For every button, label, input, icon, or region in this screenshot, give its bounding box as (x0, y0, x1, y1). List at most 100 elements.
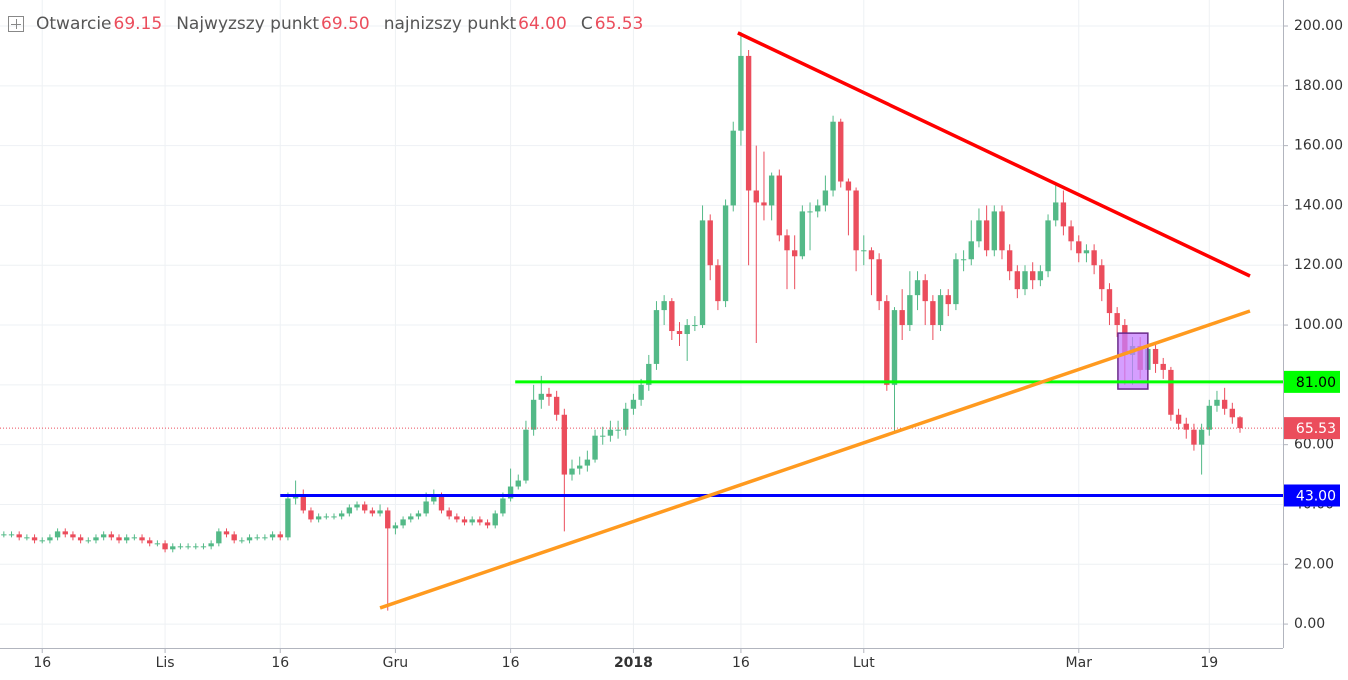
candle-body (1198, 429, 1205, 445)
candle-body (93, 537, 99, 541)
candle-body (461, 519, 468, 523)
trend-line (379, 309, 1251, 610)
legend-icon (8, 16, 24, 32)
candle-body (1091, 250, 1097, 266)
candle-body (177, 546, 184, 548)
candle-body (1175, 414, 1182, 424)
price-label-box (1284, 417, 1340, 440)
candle-body (1053, 202, 1059, 221)
candle-body (584, 459, 591, 466)
candle-body (1191, 429, 1197, 445)
candle-body (484, 522, 491, 526)
candle-body (623, 408, 629, 430)
candle-body (968, 241, 974, 260)
legend-label: C (580, 14, 593, 34)
ohlc-legend: Otwarcie 69.15 Najwyzszy punkt 69.50 naj… (8, 14, 657, 34)
candle-body (1006, 250, 1013, 272)
x-tick-label: 16 (502, 655, 520, 671)
legend-label: Otwarcie (36, 14, 112, 34)
candle-body (1152, 348, 1159, 364)
candle-body (362, 504, 368, 511)
candle-body (1022, 271, 1028, 290)
candle-body (791, 250, 798, 257)
candle-body (477, 519, 483, 523)
candle-body (845, 181, 852, 191)
candle-body (1, 534, 7, 536)
candle-body (331, 516, 337, 518)
candle-body (8, 534, 15, 536)
x-tick-label: Gru (383, 655, 408, 671)
x-tick-label: 2018 (614, 655, 653, 671)
candle-body (454, 516, 460, 520)
candle-body (147, 540, 153, 544)
candle-body (784, 235, 790, 251)
y-tick-label: 20.00 (1294, 556, 1334, 572)
candle-body (31, 537, 38, 541)
candle-body (77, 537, 84, 541)
candle-body (62, 531, 68, 535)
candle-body (914, 280, 921, 296)
candle-body (937, 295, 944, 326)
candle-body (761, 202, 767, 206)
candle-body (269, 534, 276, 538)
candle-body (1037, 271, 1044, 281)
candle-body (922, 280, 928, 302)
candle-body (807, 211, 813, 213)
trend-line (737, 31, 1251, 278)
candle-body (991, 211, 997, 251)
y-tick-label: 60.00 (1294, 437, 1334, 453)
candle-body (500, 498, 506, 514)
candle-body (223, 531, 230, 535)
candle-body (16, 534, 22, 538)
price-label: 65.53 (1296, 421, 1336, 437)
candle-body (338, 513, 345, 517)
candle-body (300, 495, 306, 511)
candle-body (646, 363, 652, 385)
candle-body (630, 399, 637, 409)
candle-body (400, 519, 406, 526)
highlight-box (1117, 332, 1149, 390)
candle-body (254, 537, 260, 539)
legend-label: Najwyzszy punkt (176, 14, 320, 34)
candle-body (231, 534, 237, 541)
candle-body (838, 121, 844, 182)
candle-body (154, 543, 161, 545)
level-label-box (1284, 484, 1340, 507)
candle-body (638, 384, 644, 400)
y-tick-label: 140.00 (1294, 197, 1343, 213)
candle-body (653, 310, 660, 364)
candle-body (277, 534, 283, 538)
candle-body (876, 259, 882, 302)
candle-body (1214, 399, 1220, 406)
candle-body (768, 175, 775, 206)
candle-body (569, 468, 575, 475)
candle-body (170, 546, 176, 550)
y-tick-label: 100.00 (1294, 317, 1343, 333)
candle-body (408, 516, 414, 520)
candle-body (899, 310, 905, 326)
candle-body (100, 534, 107, 538)
candle-body (47, 537, 53, 541)
candle-body (1068, 226, 1074, 242)
legend-value: 69.50 (321, 14, 370, 34)
candle-body (1076, 241, 1082, 254)
candle-body (70, 534, 76, 538)
candle-body (1183, 423, 1189, 430)
candle-body (1099, 265, 1105, 290)
legend-label: najnizszy punkt (383, 14, 517, 34)
y-tick-label: 160.00 (1294, 138, 1343, 154)
level-label: 81.00 (1296, 375, 1336, 391)
x-tick-label: 16 (33, 655, 51, 671)
candle-body (669, 301, 675, 332)
candle-body (139, 537, 145, 541)
candle-body (546, 393, 552, 397)
candle-body (884, 301, 890, 385)
candle-body (262, 537, 268, 539)
candle-body (1229, 408, 1236, 418)
candle-body (907, 295, 913, 326)
candle-body (930, 301, 936, 326)
candle-body (216, 531, 222, 544)
candle-body (999, 211, 1005, 251)
candle-body (415, 513, 422, 517)
